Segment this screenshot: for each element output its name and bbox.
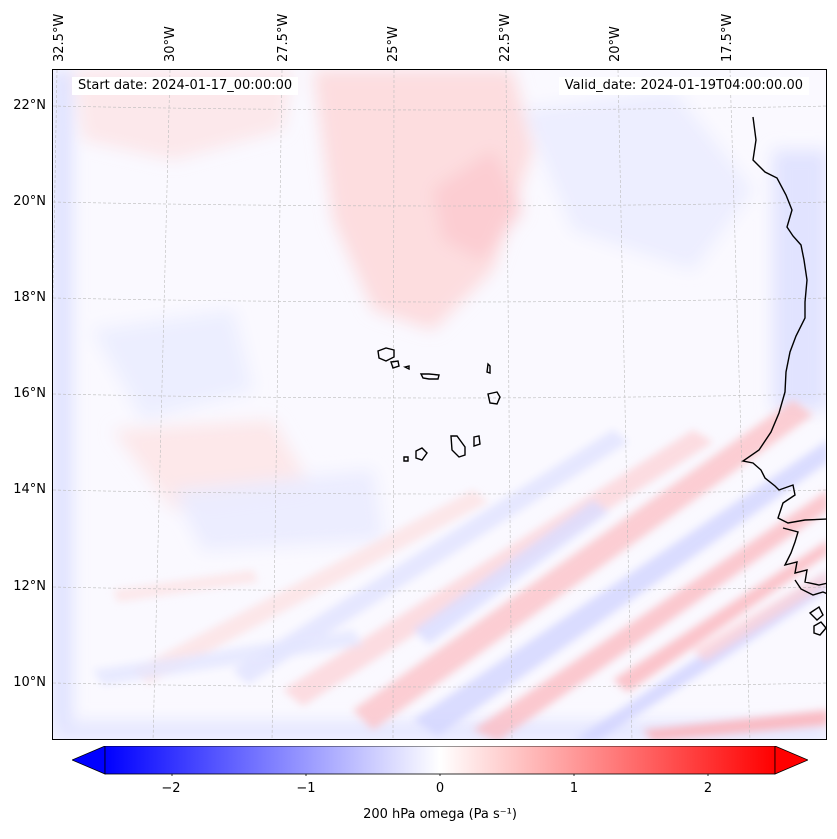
colorbar-ramp [104,746,776,775]
omega-positive-region [313,70,533,330]
graticule [53,70,826,739]
lon-label-30W: 30°W [163,26,178,62]
island-santa-luzia [402,365,410,371]
omega-positive-band [353,400,813,730]
lat-label-12N: 12°N [13,579,46,594]
meridian-gridline [152,70,171,739]
omega-positive-band [473,491,826,739]
parallel-gridline [53,682,826,688]
map-panel [52,69,827,740]
colorbar-tick-label: 1 [569,781,579,796]
lat-label-22N: 22°N [13,98,46,113]
african-coastline [741,116,826,636]
omega-positive-band [643,710,826,739]
omega-positive-band [283,430,713,706]
lon-label-25W: 25°W [386,26,401,62]
parallel-gridline [53,297,826,303]
lat-label-10N: 10°N [13,675,46,690]
parallel-gridline [53,393,826,399]
island-santiago [450,435,466,458]
coastline [794,579,826,596]
meridian-gridline [53,70,58,311]
coastline [808,605,824,621]
lat-label-20N: 20°N [13,194,46,209]
colorbar-tick-label: −2 [161,781,181,796]
omega-negative-region [523,90,753,270]
meridian-gridline [617,70,633,739]
omega-positive-band [693,571,826,662]
cape-verde-islands [377,347,501,462]
omega-positive-band [113,570,258,602]
lat-label-16N: 16°N [13,386,46,401]
parallel-gridline [53,105,826,111]
coastline [813,621,826,636]
omega-negative-band [93,630,363,685]
omega-positive-band [133,490,488,684]
parallel-gridline [53,489,826,495]
island-sao-vicente [390,360,400,369]
lon-label-20W: 20°W [608,26,623,62]
omega-positive-region [433,150,523,260]
island-fogo [415,447,428,461]
omega-negative-band [413,500,609,644]
island-sal [486,362,491,374]
island-santo-antao [377,347,395,362]
colorbar-tick-label: 0 [435,781,445,796]
colorbar-tick-label: −1 [296,781,316,796]
meridian-gridline [729,70,751,739]
meridian-gridline [392,70,395,739]
island-sao-nicolau [419,373,440,380]
lat-label-18N: 18°N [13,290,46,305]
meridian-gridline [271,70,283,739]
coastline [741,116,826,524]
island-boa-vista [487,391,501,405]
parallel-gridline [53,586,826,592]
omega-negative-region [173,470,383,550]
colorbar-ticks [171,774,709,776]
island-brava [403,456,409,462]
meridian-gridline [505,70,513,739]
omega-negative-region [93,310,253,420]
start-date-label: Start date: 2024-01-17_00:00:00 [72,77,299,95]
lat-label-14N: 14°N [13,482,46,497]
omega-field-map [53,70,826,739]
island-maio [473,435,481,447]
colorbar-extend-max [774,746,808,775]
lon-label-27.5W: 27.5°W [276,13,291,62]
omega-negative-region [53,70,71,739]
colorbar-tick-label: 2 [703,781,713,796]
lon-label-22.5W: 22.5°W [498,13,513,62]
colorbar-label: 200 hPa omega (Pa s⁻¹) [363,807,517,822]
omega-positive-band [613,541,826,692]
parallel-gridline [53,201,826,207]
colorbar [72,746,808,776]
lon-label-32.5W: 32.5°W [52,13,67,62]
omega-negative-region [773,150,826,410]
colorbar-extend-min [72,746,106,775]
lon-label-17.5W: 17.5°W [720,13,735,62]
omega-negative-band [413,441,826,736]
coastline [782,527,826,586]
valid-date-label: Valid_date: 2024-01-19T04:00:00.00 [558,77,809,95]
